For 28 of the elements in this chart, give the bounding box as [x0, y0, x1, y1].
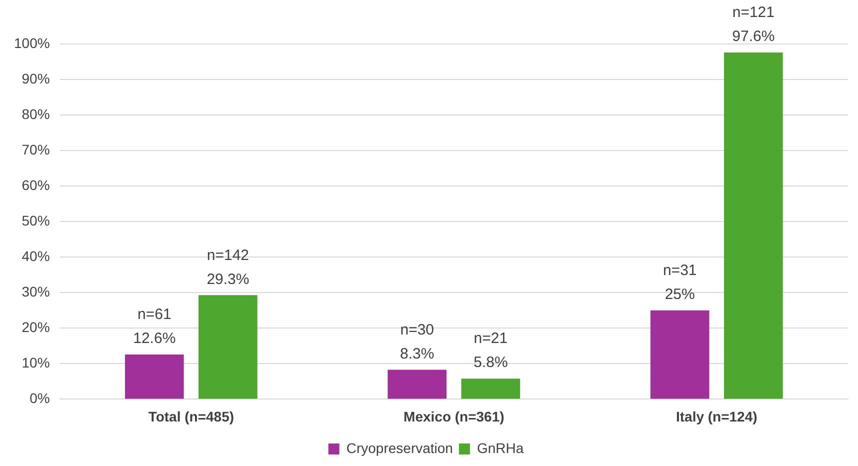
y-tick-label: 100% — [14, 34, 50, 51]
y-tick-label: 0% — [30, 390, 50, 406]
data-label: n=61 12.6% — [133, 306, 176, 348]
data-label: n=31 25% — [662, 262, 697, 304]
bar — [124, 354, 184, 399]
data-label: n=121 97.6% — [732, 4, 775, 46]
bar — [461, 378, 520, 399]
y-tick-label: 20% — [22, 319, 50, 336]
y-tick-label: 90% — [22, 70, 50, 86]
x-tick-label: Total (n=485) — [148, 408, 234, 424]
bar — [198, 295, 258, 399]
y-tick-label: 80% — [22, 106, 50, 122]
y-tick-label: 30% — [22, 284, 50, 300]
bar — [388, 370, 447, 399]
y-tick-label: 40% — [22, 248, 50, 264]
x-tick-label: Italy (n=124) — [676, 408, 758, 424]
y-tick-label: 70% — [22, 141, 50, 158]
data-label: n=142 29.3% — [206, 246, 250, 288]
data-label: n=30 8.3% — [400, 321, 434, 362]
x-tick-label: Mexico (n=361) — [404, 408, 504, 424]
data-label: n=21 5.8% — [474, 330, 508, 372]
bar — [650, 310, 710, 399]
legend-label: Cryopreservation — [346, 440, 453, 456]
bar — [724, 52, 783, 399]
legend-label: GnRHa — [476, 440, 524, 456]
y-tick-label: 10% — [22, 354, 50, 371]
y-tick-label: 60% — [22, 176, 50, 193]
y-tick-label: 50% — [22, 212, 50, 228]
